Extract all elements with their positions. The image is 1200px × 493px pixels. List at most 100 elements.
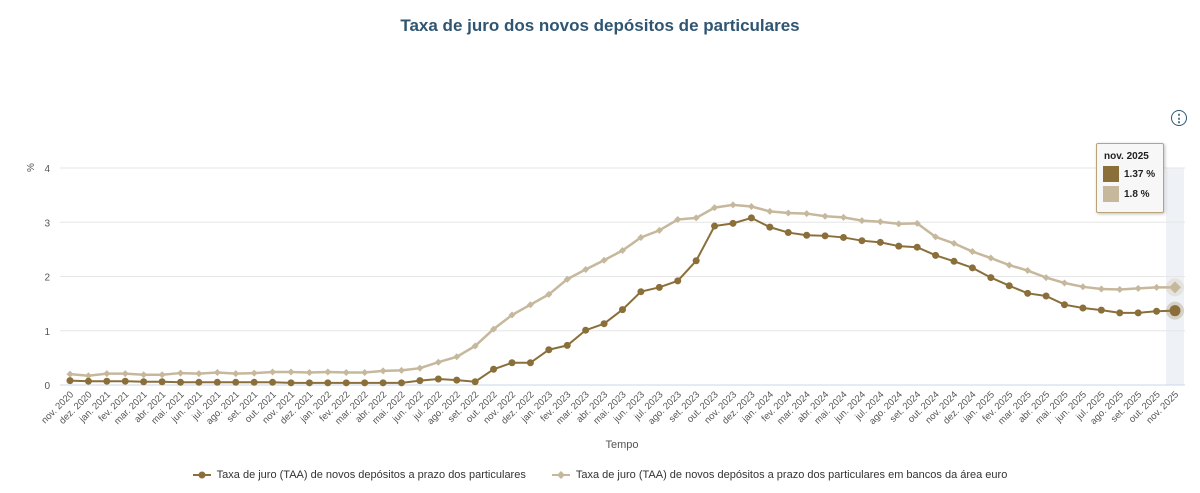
data-point <box>121 370 129 378</box>
legend-diamond-marker-icon <box>551 471 570 479</box>
data-point <box>1024 289 1032 297</box>
data-point <box>821 212 829 220</box>
data-point <box>305 369 313 377</box>
data-point <box>213 378 221 386</box>
data-point <box>821 232 829 240</box>
data-point <box>269 368 277 376</box>
data-point <box>932 251 940 259</box>
data-point <box>1153 283 1161 291</box>
data-point <box>563 341 571 349</box>
legend-item-portugal[interactable]: Taxa de juro (TAA) de novos depósitos a … <box>192 469 526 481</box>
data-point <box>747 203 755 211</box>
data-point <box>692 214 700 222</box>
y-tick-label: 4 <box>44 164 50 175</box>
data-point <box>361 379 369 387</box>
data-point <box>766 223 774 231</box>
data-point <box>1116 286 1124 294</box>
data-point <box>692 257 700 265</box>
data-point <box>968 264 976 272</box>
data-point <box>195 370 203 378</box>
data-point <box>195 378 203 386</box>
data-point <box>453 376 461 384</box>
data-point <box>858 217 866 225</box>
tooltip-value-1: 1.37 % <box>1124 168 1156 180</box>
data-point <box>84 377 92 385</box>
y-axis-label: % <box>26 163 37 172</box>
data-point <box>637 233 645 241</box>
data-point <box>1042 292 1050 300</box>
data-point <box>213 369 221 377</box>
legend-label: Taxa de juro (TAA) de novos depósitos a … <box>575 469 1008 481</box>
context-menu-button[interactable]: ⋮ <box>1171 110 1187 126</box>
data-point <box>177 378 184 386</box>
data-point <box>379 367 387 375</box>
y-tick-label: 3 <box>44 218 50 229</box>
data-point <box>766 207 774 215</box>
data-point <box>398 379 405 387</box>
tooltip-swatch-1 <box>1103 166 1119 182</box>
data-point <box>987 274 995 282</box>
data-point <box>416 377 424 385</box>
data-point <box>526 301 534 309</box>
data-point <box>1097 306 1105 314</box>
data-point <box>858 237 866 245</box>
data-point <box>932 233 940 241</box>
data-point <box>508 359 516 367</box>
data-point <box>968 248 976 256</box>
data-point <box>250 378 258 386</box>
data-point <box>1169 305 1181 317</box>
legend-circle-marker-icon <box>192 471 211 479</box>
data-point <box>398 366 405 374</box>
data-point <box>1024 267 1032 275</box>
data-point <box>895 242 903 250</box>
data-point <box>655 283 663 291</box>
data-point <box>729 201 737 209</box>
data-point <box>1005 261 1013 269</box>
legend-item-euro-area[interactable]: Taxa de juro (TAA) de novos depósitos a … <box>551 469 1008 481</box>
data-point <box>177 369 184 377</box>
data-point <box>784 229 792 237</box>
data-point <box>1153 307 1161 315</box>
y-tick-label: 0 <box>44 381 50 392</box>
data-point <box>305 379 313 387</box>
data-point <box>66 377 74 385</box>
data-point <box>1134 284 1142 292</box>
data-point <box>784 209 792 217</box>
data-point <box>324 379 332 387</box>
data-point <box>711 222 719 230</box>
data-point <box>563 275 571 283</box>
data-point <box>803 231 811 239</box>
data-point <box>342 369 350 377</box>
data-point <box>361 369 369 377</box>
data-point <box>950 257 958 265</box>
vertical-ellipsis-icon: ⋮ <box>1173 112 1185 125</box>
data-point <box>674 216 682 224</box>
chart-title: Taxa de juro dos novos depósitos de part… <box>400 16 800 35</box>
data-point <box>950 239 958 247</box>
data-point <box>619 246 626 254</box>
data-point <box>158 378 166 386</box>
data-point <box>434 358 442 366</box>
data-point <box>140 371 148 379</box>
data-point <box>66 370 74 378</box>
x-axis-label: Tempo <box>605 439 638 451</box>
data-point <box>674 277 682 285</box>
data-point <box>729 219 737 227</box>
data-point <box>379 379 387 387</box>
data-point <box>287 368 295 376</box>
legend: Taxa de juro (TAA) de novos depósitos a … <box>0 469 1200 481</box>
data-point <box>490 365 498 373</box>
data-point <box>1097 285 1105 293</box>
data-point <box>250 369 258 377</box>
data-point <box>876 238 884 246</box>
data-point <box>1079 283 1087 291</box>
y-tick-label: 2 <box>44 273 50 284</box>
data-point <box>747 214 755 222</box>
data-point <box>1079 304 1087 312</box>
data-point <box>526 359 534 367</box>
data-point <box>711 204 719 212</box>
data-point <box>1116 309 1124 317</box>
data-point <box>434 375 442 383</box>
